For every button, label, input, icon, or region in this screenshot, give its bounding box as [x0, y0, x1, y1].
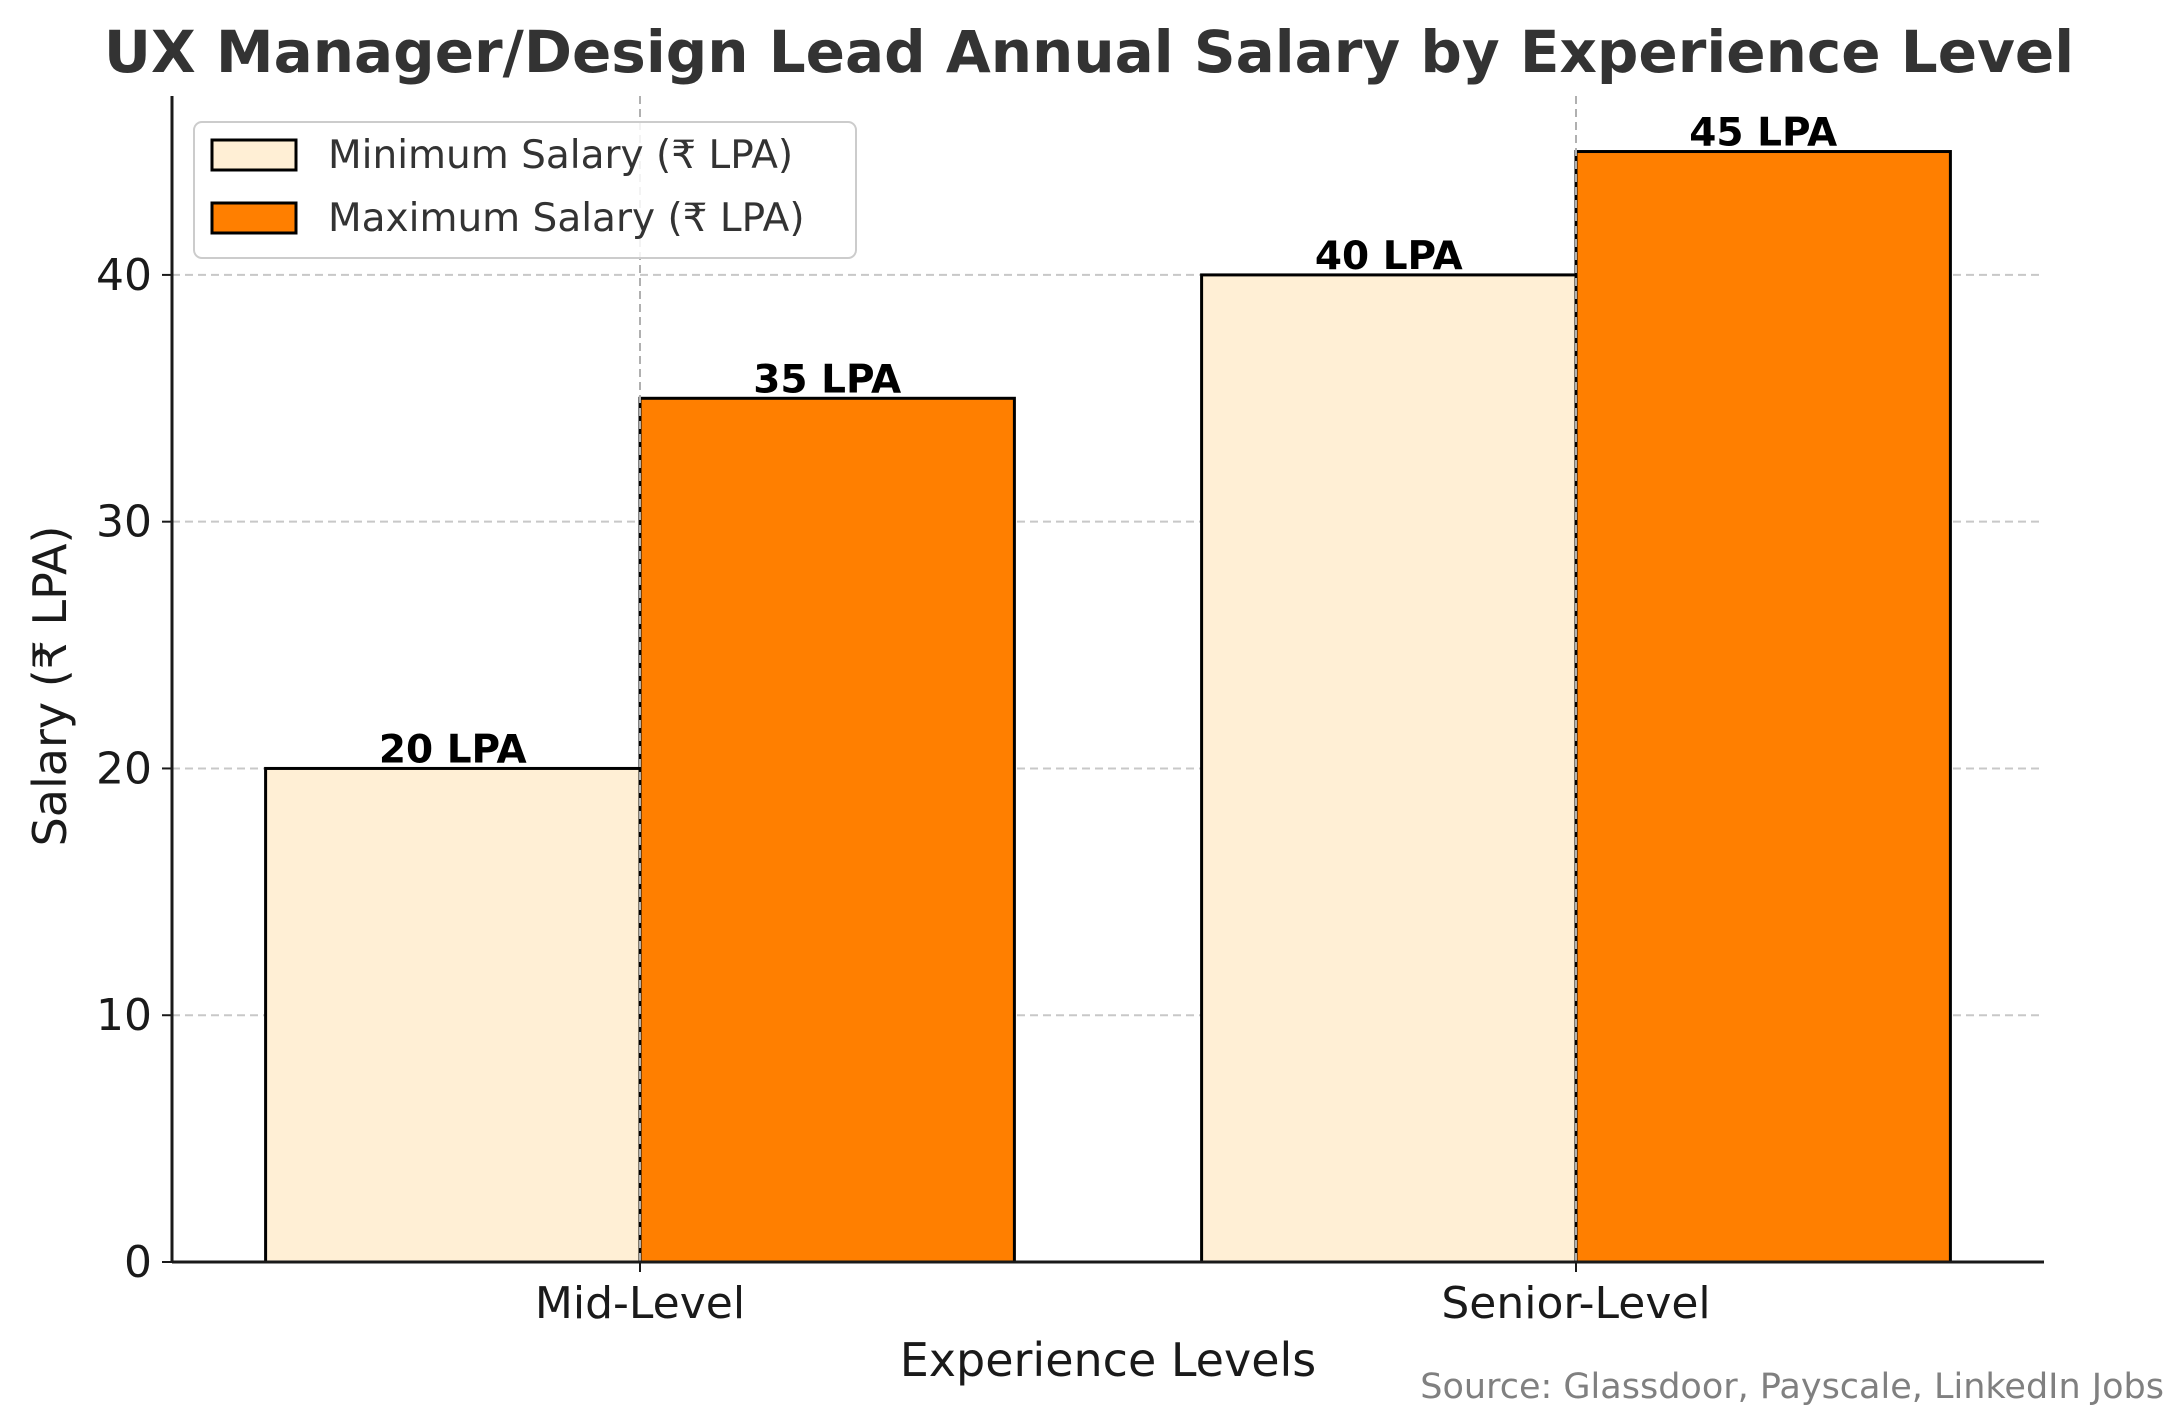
y-tick-label: 0	[124, 1237, 152, 1288]
axes	[162, 96, 2044, 1272]
legend-frame	[193, 121, 857, 259]
y-tick-labels: 0 10 20 30 40	[96, 250, 152, 1288]
y-tick-label: 40	[96, 250, 152, 301]
y-tick-label: 10	[96, 990, 152, 1041]
y-axis-label: Salary (₹ LPA)	[23, 526, 77, 847]
legend-swatch	[210, 201, 298, 235]
x-tick-label: Senior-Level	[1441, 1278, 1710, 1329]
legend-label: Maximum Salary (₹ LPA)	[328, 196, 805, 241]
x-tick-label: Mid-Level	[535, 1278, 745, 1329]
data-label: 20 LPA	[379, 727, 527, 772]
source-note: Source: Glassdoor, Payscale, LinkedIn Jo…	[1420, 1367, 2164, 1407]
x-tick-labels: Mid-Level Senior-Level	[535, 1278, 1711, 1329]
legend-label: Minimum Salary (₹ LPA)	[328, 133, 793, 178]
bar-min-1	[1200, 273, 1578, 1264]
bar-max-0	[638, 396, 1016, 1264]
bar-max-1	[1574, 150, 1952, 1264]
data-label: 40 LPA	[1315, 234, 1463, 279]
y-tick-label: 20	[96, 743, 152, 794]
data-labels: 20 LPA 40 LPA 35 LPA 45 LPA	[379, 111, 1837, 773]
chart-title: UX Manager/Design Lead Annual Salary by …	[104, 18, 2074, 86]
bar-min-0	[264, 766, 642, 1264]
legend-swatch	[210, 138, 298, 172]
data-label: 45 LPA	[1689, 111, 1837, 156]
y-tick-label: 30	[96, 497, 152, 548]
legend: Minimum Salary (₹ LPA) Maximum Salary (₹ …	[193, 121, 857, 259]
x-axis-label: Experience Levels	[900, 1333, 1317, 1387]
bars	[264, 150, 1952, 1264]
data-label: 35 LPA	[753, 357, 901, 402]
